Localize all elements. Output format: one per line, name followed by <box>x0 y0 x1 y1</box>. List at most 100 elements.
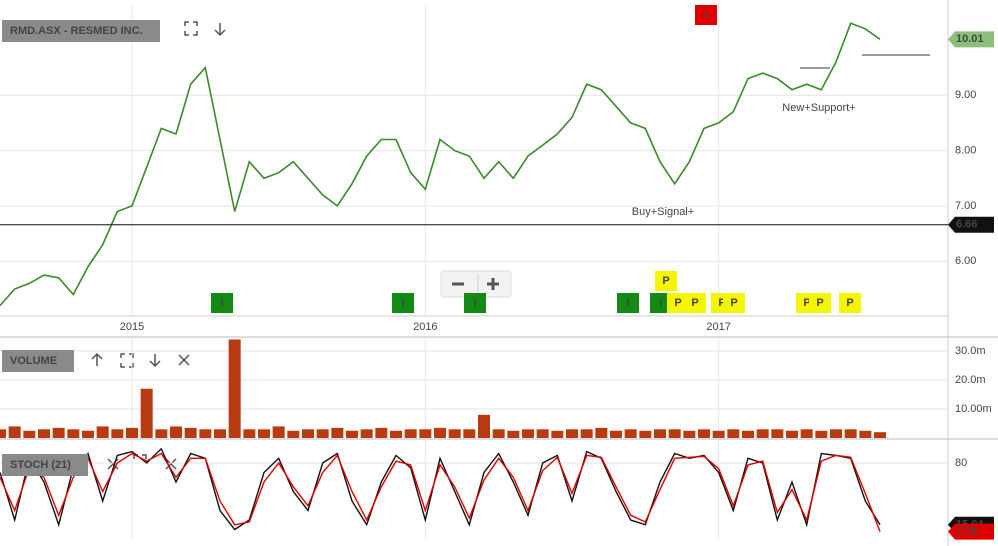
volume-bar <box>67 429 80 438</box>
signal-box <box>839 293 861 313</box>
panel-title: VOLUME <box>10 355 57 367</box>
signal-box <box>464 293 486 313</box>
price-marker-label: 6.66 <box>956 219 977 231</box>
volume-bar <box>390 430 402 438</box>
volume-bar <box>624 429 637 438</box>
data-line <box>0 22 881 307</box>
volume-bar <box>228 339 241 438</box>
signal-label: I <box>626 297 629 309</box>
panel-title-box <box>2 350 74 372</box>
volume-bar <box>786 430 798 438</box>
volume-bar <box>595 427 608 438</box>
volume-bar <box>610 430 622 438</box>
volume-bar <box>654 429 666 438</box>
signal-label: P <box>662 275 669 287</box>
y-tick-label: 7.00 <box>955 200 976 212</box>
annotation: Buy+Signal+ <box>632 206 694 218</box>
volume-bar <box>756 429 769 438</box>
volume-bar <box>830 429 842 438</box>
up-icon[interactable] <box>91 352 103 366</box>
signal-label: I <box>473 297 476 309</box>
volume-bar <box>874 432 886 438</box>
signal-label: P <box>816 297 823 309</box>
y-tick-label: 20.0m <box>955 374 986 386</box>
y-tick-label: 6.00 <box>955 255 976 267</box>
volume-bar <box>859 430 872 438</box>
volume-bar <box>331 427 344 438</box>
panel-icons <box>91 21 226 470</box>
volume-bar <box>536 429 549 438</box>
data-line <box>0 452 881 532</box>
volume-bar <box>419 429 432 438</box>
volume-bar <box>52 427 65 438</box>
volume-bar <box>287 430 300 438</box>
panel-title: STOCH (21) <box>10 459 71 471</box>
price-marker-label: 7.76 <box>956 526 977 538</box>
panel-title-box <box>2 20 160 42</box>
volume-bar <box>683 430 696 438</box>
volume-bar <box>404 429 417 438</box>
signal-label: I <box>220 297 223 309</box>
signal-box <box>650 293 672 313</box>
x-tick-label: 2017 <box>706 321 730 333</box>
price-marker-label: 10.01 <box>956 33 984 45</box>
signal-box <box>392 293 414 313</box>
volume-bar <box>126 427 138 438</box>
data-line <box>0 447 881 531</box>
x-tick-label: 2015 <box>120 321 144 333</box>
volume-bar <box>463 429 476 438</box>
volume-bar <box>38 429 50 438</box>
y-tick-label: 80 <box>955 457 967 469</box>
signal-box <box>211 293 233 313</box>
volume-bar <box>815 430 828 438</box>
volume-bar <box>844 429 857 438</box>
zoom-control <box>440 270 512 298</box>
signal-box <box>667 293 689 313</box>
panel-title: RMD.ASX - RESMED INC. <box>10 25 143 37</box>
down-icon[interactable] <box>214 23 226 37</box>
expand-icon[interactable] <box>184 21 198 36</box>
y-tick-label: 10.00m <box>955 403 992 415</box>
volume-bar <box>566 429 578 438</box>
volume-bar <box>727 429 740 438</box>
price-marker <box>948 523 994 540</box>
signal-label: P <box>718 297 725 309</box>
volume-bar <box>360 429 373 438</box>
volume-bar <box>771 429 784 438</box>
volume-bar <box>668 429 681 438</box>
panel-title-box <box>2 454 88 476</box>
volume-bar <box>551 430 564 438</box>
annotation: New+Support+ <box>782 102 855 114</box>
y-tick-label: 30.0m <box>955 345 986 357</box>
signal-label: I <box>401 297 404 309</box>
volume-bar <box>712 430 725 438</box>
volume-bar <box>507 430 520 438</box>
volume-bar <box>214 429 226 438</box>
volume-bar <box>478 414 490 438</box>
expand-icon[interactable] <box>120 353 134 368</box>
signal-box <box>809 293 831 313</box>
volume-bar <box>0 429 6 438</box>
volume-bar <box>170 426 182 438</box>
signal-label: P <box>730 297 737 309</box>
volume-bar <box>742 430 754 438</box>
volume-bar <box>492 429 505 438</box>
price-marker <box>948 216 994 233</box>
signal-label: P <box>803 297 810 309</box>
volume-bar <box>258 429 270 438</box>
signal-box <box>723 293 745 313</box>
volume-bar <box>184 427 197 438</box>
volume-bar <box>140 388 153 438</box>
down-icon[interactable] <box>149 354 161 368</box>
volume-bar <box>155 429 168 438</box>
x-tick-label: 2016 <box>413 321 437 333</box>
price-marker <box>948 31 994 48</box>
zoom-in[interactable] <box>487 278 499 290</box>
volume-bar <box>698 429 710 438</box>
signal-label: P <box>691 297 698 309</box>
volume-bar <box>199 429 212 438</box>
volume-bar <box>375 427 388 438</box>
close-icon[interactable] <box>178 354 190 366</box>
